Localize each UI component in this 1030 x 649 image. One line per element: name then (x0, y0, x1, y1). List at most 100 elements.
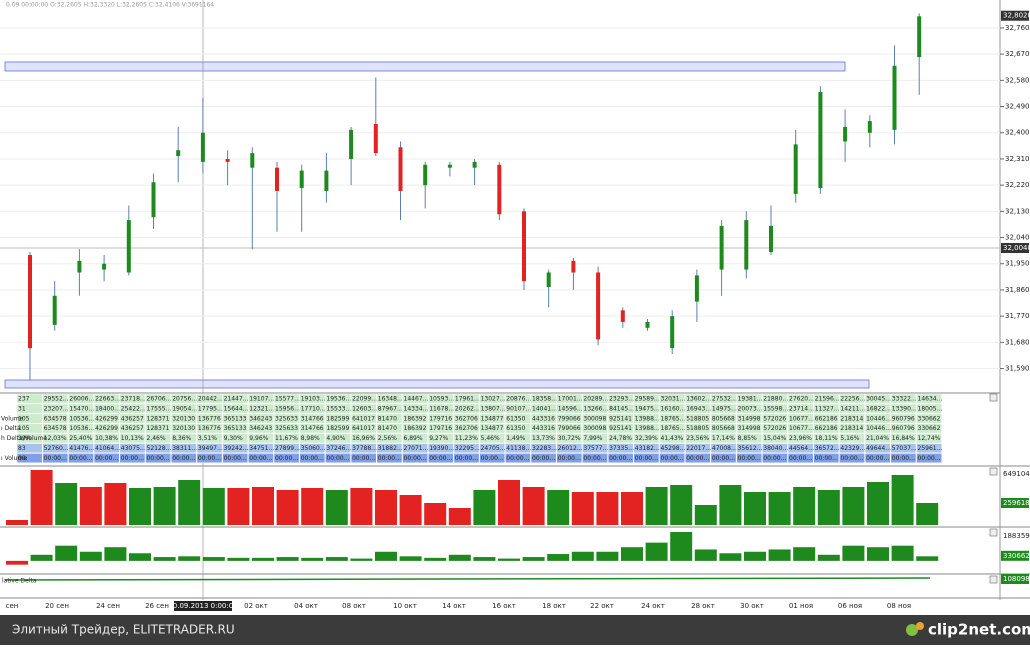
table-cell (916, 443, 942, 454)
delta-bar (744, 551, 766, 561)
candle-body (126, 220, 131, 273)
table-cell (376, 423, 403, 434)
candle-body (299, 170, 304, 189)
table-cell-text: 136776 (198, 415, 221, 422)
table-cell-text: 18765… (661, 415, 686, 422)
volume-bar (79, 486, 102, 525)
table-cell-text: 23,96% (789, 435, 812, 442)
table-cell-text: 17001… (558, 396, 583, 403)
price-marker-label: 32,8020 (1003, 12, 1030, 20)
table-cell-text: 87967… (378, 405, 403, 412)
delta-bar (79, 551, 102, 561)
table-cell (325, 413, 351, 424)
close-button[interactable] (989, 393, 998, 402)
table-cell-text: 320130 (172, 415, 195, 422)
table-cell-text: 00:00… (918, 455, 941, 462)
table-cell-text: 21,04% (866, 435, 889, 442)
volume-bar (768, 491, 791, 525)
candle-body (275, 167, 279, 191)
table-cell (607, 453, 634, 464)
table-cell-text: 134877 (481, 425, 504, 432)
table-cell-text: 00:00… (198, 455, 221, 462)
volume-bar (916, 503, 939, 525)
table-cell-text: 105 (18, 415, 30, 422)
delta-bar (817, 554, 840, 561)
table-cell-text: 14041… (532, 405, 557, 412)
candle-body (645, 321, 650, 328)
table-cell-text: 362706 (455, 415, 478, 422)
table-cell (145, 393, 171, 404)
table-cell (42, 423, 69, 434)
table-cell (684, 393, 711, 404)
table-cell-text: 330662 (918, 415, 941, 422)
y-tick-label: 32,6700 (1005, 50, 1030, 58)
table-cell-text: 16,96% (352, 435, 375, 442)
table-cell-text: 25,40% (69, 435, 92, 442)
x-tick-label: 01 ноя (789, 602, 813, 610)
table-cell (119, 453, 146, 464)
table-cell-text: 362706 (455, 425, 478, 432)
table-cell (890, 393, 917, 404)
table-cell (93, 453, 120, 464)
table-cell (659, 393, 685, 404)
panel-marker-label: 330662 (1003, 552, 1030, 560)
table-cell-text: 925141 (609, 425, 632, 432)
table-cell (119, 393, 146, 404)
table-cell-text: 41,43% (661, 435, 684, 442)
table-cell-text: 13027… (481, 396, 506, 403)
table-cell-text: 634578 (44, 415, 67, 422)
table-cell (350, 413, 377, 424)
table-cell-text: 39% (18, 435, 32, 442)
table-cell (196, 433, 223, 444)
volume-bar (227, 487, 250, 525)
table-cell-text: 32031… (661, 396, 686, 403)
close-button[interactable] (989, 575, 998, 584)
table-cell (787, 443, 814, 454)
close-button[interactable] (989, 528, 998, 537)
table-cell (762, 453, 788, 464)
table-cell (248, 453, 274, 464)
table-cell-text: 00:00… (481, 455, 504, 462)
table-cell (16, 423, 43, 434)
table-cell (119, 443, 146, 454)
table-cell (453, 433, 480, 444)
table-cell-text: 14334… (404, 405, 429, 412)
table-cell-text: 00:00… (224, 455, 247, 462)
table-cell (196, 453, 223, 464)
table-cell-text: 16822… (866, 405, 891, 412)
table-cell (582, 433, 608, 444)
candle-body (472, 161, 477, 168)
close-button[interactable] (989, 467, 998, 476)
volume-bar (891, 474, 914, 525)
table-cell (633, 403, 660, 414)
table-cell-text: 00:00… (121, 455, 144, 462)
y-tick-label: 32,4900 (1005, 103, 1030, 111)
x-tick-label: 08 ноя (887, 602, 911, 610)
table-cell-text: 00:00… (840, 455, 863, 462)
price-marker-label: 32,0040 (1003, 244, 1030, 252)
table-cell-text: 426299 (95, 415, 118, 422)
table-cell (505, 393, 531, 404)
table-cell (659, 423, 685, 434)
table-cell-text: 136776 (198, 425, 221, 432)
table-cell-text: 10446… (866, 415, 891, 422)
table-cell-text: 41476… (69, 445, 94, 452)
row-label: ı Delta (1, 425, 21, 432)
table-cell (196, 423, 223, 434)
table-cell-text: 20876… (506, 396, 531, 403)
volume-bar (30, 470, 53, 525)
table-cell (325, 403, 351, 414)
table-cell-text: 00:00… (95, 455, 118, 462)
delta-bar (424, 557, 447, 561)
table-cell (427, 443, 454, 454)
table-cell-text: 61350 (506, 425, 525, 432)
table-cell (299, 403, 326, 414)
table-cell (582, 403, 608, 414)
delta-bar (867, 547, 889, 561)
table-cell (839, 403, 865, 414)
table-cell (16, 393, 43, 404)
table-cell-text: 24705… (481, 445, 506, 452)
panel-marker-label: 2596184 (1003, 499, 1030, 507)
table-cell-text: 00:00… (789, 455, 812, 462)
table-cell (607, 393, 634, 404)
